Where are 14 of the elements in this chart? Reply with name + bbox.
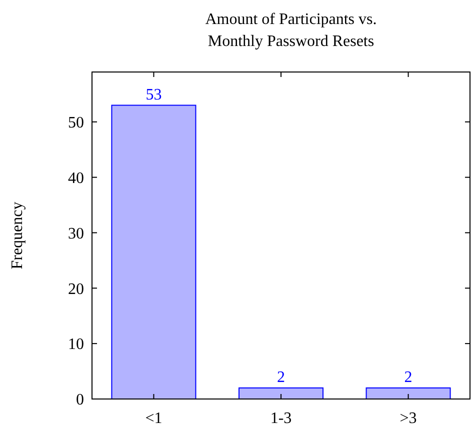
x-tick-label: <1 xyxy=(145,410,162,427)
y-tick-label: 20 xyxy=(68,280,84,298)
chart-title: Amount of Participants vs. Monthly Password Resets xyxy=(205,11,377,50)
x-tick-label: >3 xyxy=(400,410,417,427)
x-tick-label: 1-3 xyxy=(270,410,292,427)
data-label: 2 xyxy=(277,368,285,386)
y-tick-label: 50 xyxy=(68,114,84,132)
y-tick-label: 0 xyxy=(76,392,84,409)
y-tick-label: 40 xyxy=(68,170,84,187)
y-tick-label: 30 xyxy=(68,225,84,242)
y-tick-label: 10 xyxy=(68,336,84,354)
data-label: 2 xyxy=(404,368,412,386)
data-label: 53 xyxy=(146,86,162,104)
y-axis-title: Frequency xyxy=(9,202,26,270)
